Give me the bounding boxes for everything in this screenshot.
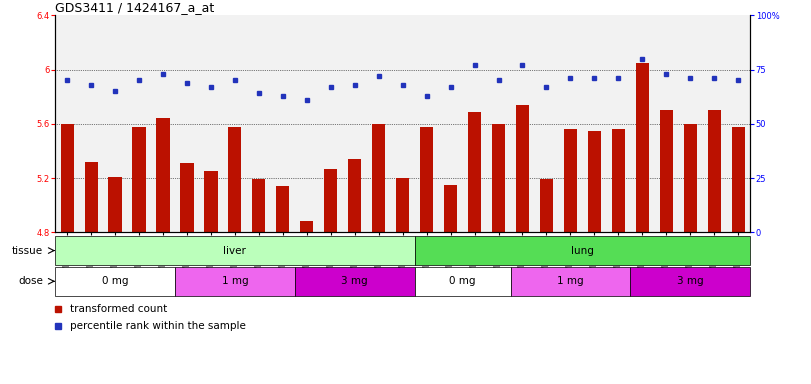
Bar	[444, 185, 457, 232]
Bar	[252, 179, 265, 232]
Bar	[204, 171, 217, 232]
Bar	[468, 112, 481, 232]
Bar	[708, 110, 721, 232]
Bar	[492, 124, 505, 232]
Bar	[61, 124, 74, 232]
Bar	[295, 267, 414, 296]
Bar	[540, 179, 553, 232]
Bar	[564, 129, 577, 232]
Text: transformed count: transformed count	[71, 304, 168, 314]
Bar	[414, 236, 750, 265]
Bar	[630, 267, 750, 296]
Bar	[300, 222, 313, 232]
Bar	[588, 131, 601, 232]
Text: 0 mg: 0 mg	[102, 276, 128, 286]
Bar	[277, 186, 290, 232]
Text: 3 mg: 3 mg	[341, 276, 368, 286]
Bar	[324, 169, 337, 232]
Bar	[55, 236, 414, 265]
Bar	[132, 127, 146, 232]
Bar	[372, 124, 385, 232]
Bar	[414, 267, 510, 296]
Bar	[516, 105, 529, 232]
Bar	[659, 110, 673, 232]
Bar	[175, 267, 295, 296]
Bar	[636, 63, 649, 232]
Text: percentile rank within the sample: percentile rank within the sample	[71, 321, 247, 331]
Text: GDS3411 / 1424167_a_at: GDS3411 / 1424167_a_at	[55, 1, 214, 14]
Bar	[180, 163, 194, 232]
Bar	[55, 267, 175, 296]
Bar	[420, 127, 433, 232]
Text: liver: liver	[224, 245, 247, 256]
Text: 0 mg: 0 mg	[449, 276, 476, 286]
Bar	[684, 124, 697, 232]
Text: 3 mg: 3 mg	[677, 276, 704, 286]
Bar	[611, 129, 625, 232]
Bar	[84, 162, 97, 232]
Text: tissue: tissue	[12, 245, 43, 256]
Text: 1 mg: 1 mg	[557, 276, 584, 286]
Bar	[348, 159, 362, 232]
Bar	[396, 178, 410, 232]
Bar	[157, 118, 169, 232]
Text: lung: lung	[571, 245, 594, 256]
Text: dose: dose	[19, 276, 43, 286]
Bar	[732, 127, 744, 232]
Text: 1 mg: 1 mg	[221, 276, 248, 286]
Bar	[229, 127, 242, 232]
Bar	[510, 267, 630, 296]
Bar	[109, 177, 122, 232]
